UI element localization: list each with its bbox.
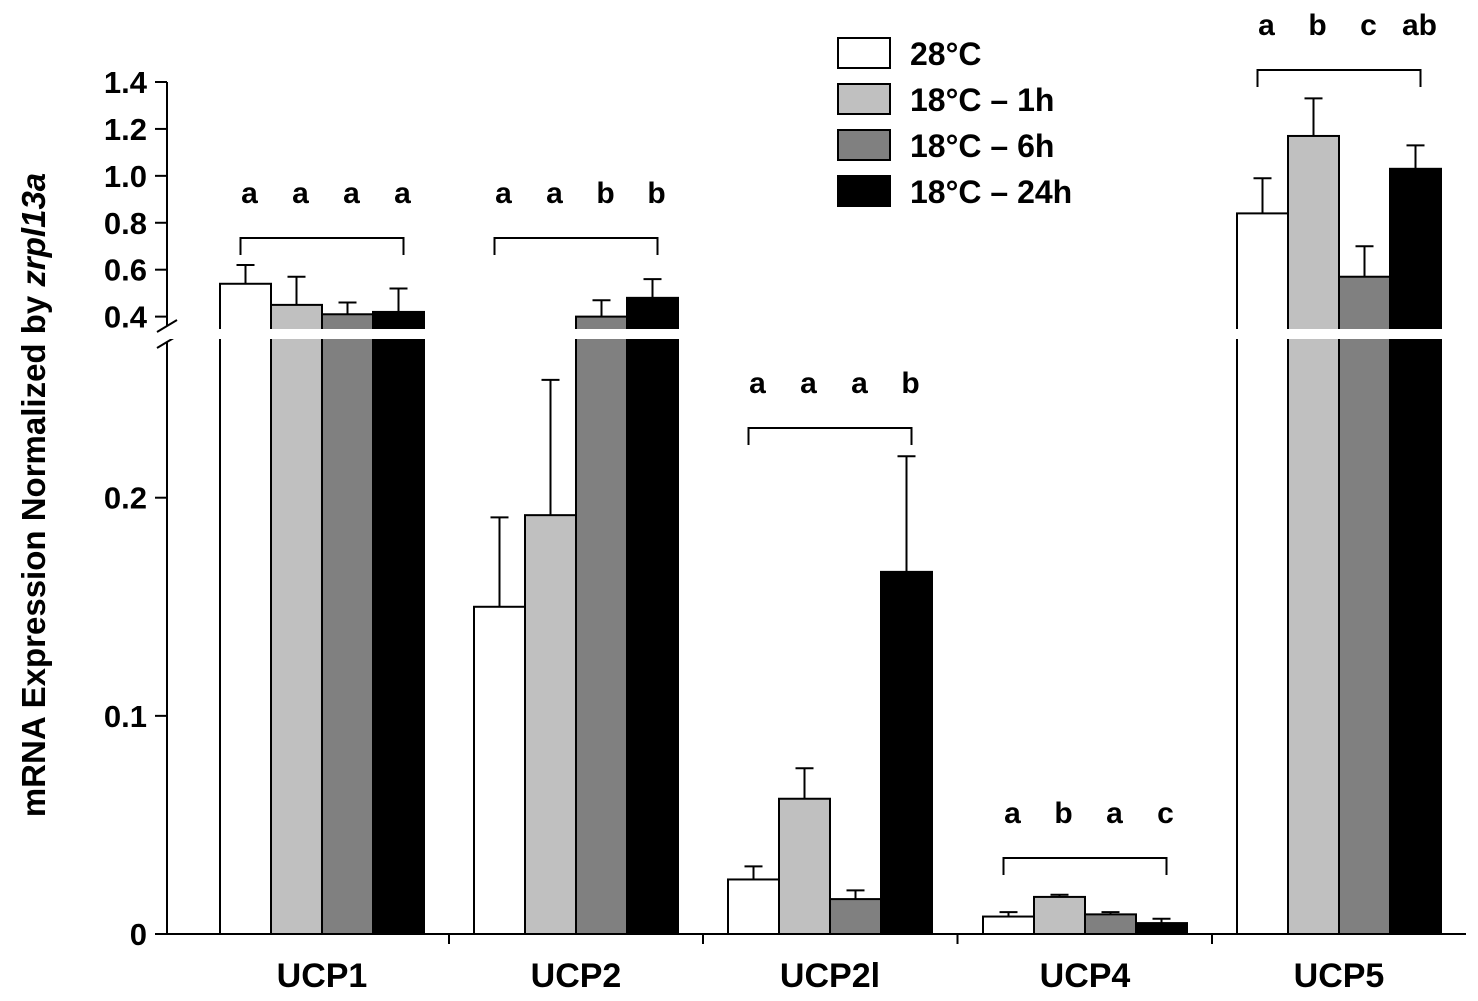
- legend-label: 18°C – 24h: [910, 174, 1072, 210]
- bar-ucp2-2: [575, 315, 628, 936]
- bar-ucp1-3: [372, 310, 425, 935]
- y-tick-label: 1.0: [104, 159, 147, 194]
- significance-bracket: [1002, 857, 1168, 875]
- category-label: UCP2l: [780, 957, 880, 995]
- y-tick-label: 1.4: [104, 65, 148, 100]
- significance-letter: c: [1157, 797, 1174, 830]
- category-label: UCP2: [531, 957, 622, 995]
- bar-ucp5-0: [1236, 212, 1289, 935]
- significance-letter: b: [1308, 9, 1326, 42]
- legend-swatch: [837, 83, 891, 115]
- significance-letter: a: [851, 367, 868, 400]
- significance-letter: a: [1004, 797, 1021, 830]
- bar-ucp2-1: [524, 514, 577, 936]
- y-tick-label: 0.4: [104, 300, 148, 335]
- significance-letter: a: [749, 367, 766, 400]
- legend-swatch: [837, 129, 891, 161]
- y-tick-label: 0: [130, 917, 147, 952]
- bar-ucp1-1: [270, 303, 323, 935]
- bar-ucp4-0: [982, 915, 1035, 936]
- legend-label: 18°C – 6h: [910, 128, 1054, 164]
- bar-ucp2l-0: [727, 878, 780, 935]
- significance-letter: a: [800, 367, 817, 400]
- significance-letter: c: [1360, 9, 1377, 42]
- y-axis-label: mRNA Expression Normalized by zrpl13a: [15, 173, 52, 817]
- bar-ucp2l-1: [778, 797, 831, 936]
- significance-letter: a: [292, 177, 309, 210]
- bar-ucp2l-3: [880, 570, 933, 935]
- significance-letter: ab: [1402, 9, 1437, 42]
- significance-letter: a: [343, 177, 360, 210]
- bar-ucp2-3: [626, 296, 679, 936]
- significance-bracket: [239, 237, 405, 255]
- bar-ucp2-0: [473, 605, 526, 935]
- y-axis-label-main: mRNA Expression Normalized by: [15, 287, 52, 818]
- y-tick-label: 0.8: [104, 206, 147, 241]
- category-label: UCP5: [1294, 957, 1385, 995]
- significance-letter: a: [1106, 797, 1123, 830]
- axis-break-band: [169, 329, 1468, 339]
- bar-ucp4-2: [1084, 913, 1137, 935]
- bar-ucp5-2: [1338, 275, 1391, 935]
- axis-break-mark: [156, 319, 178, 333]
- significance-letter: a: [1258, 9, 1275, 42]
- bar-ucp4-3: [1135, 922, 1188, 935]
- legend-swatch: [837, 175, 891, 207]
- y-tick-label: 0.6: [104, 253, 147, 288]
- legend-swatch: [837, 37, 891, 69]
- significance-letter: a: [495, 177, 512, 210]
- y-tick-label: 1.2: [104, 112, 147, 147]
- legend: 28°C 18°C – 1h 18°C – 6h 18°C – 24h: [837, 36, 1072, 210]
- category-label: UCP4: [1040, 957, 1131, 995]
- significance-bracket: [493, 237, 659, 255]
- significance-letters: a a a a a a b ba a a ba b a ca b c ab: [239, 9, 1437, 875]
- y-axis-label-gene: zrpl13a: [15, 173, 52, 288]
- significance-letter: b: [647, 177, 665, 210]
- bar-ucp1-2: [321, 313, 374, 935]
- significance-letter: b: [596, 177, 614, 210]
- significance-letter: a: [394, 177, 411, 210]
- axes: 0 0.1 0.2 0.4 0.6 0.8 1.0 1.2 1.4 UCP1 UCP2 UCP2l UC…: [104, 65, 1466, 995]
- y-tick-label: 0.1: [104, 699, 147, 734]
- y-tick-label: 0.2: [104, 481, 147, 516]
- bar-ucp2l-2: [829, 898, 882, 936]
- bars: [219, 134, 1442, 936]
- significance-bracket: [747, 427, 913, 445]
- significance-letter: a: [546, 177, 563, 210]
- legend-label: 28°C: [910, 36, 982, 72]
- bar-ucp5-1: [1287, 134, 1340, 935]
- category-label: UCP1: [277, 957, 368, 995]
- significance-letter: b: [901, 367, 919, 400]
- significance-letter: a: [241, 177, 258, 210]
- bar-ucp4-1: [1033, 895, 1086, 935]
- significance-bracket: [1256, 69, 1422, 87]
- bar-ucp5-3: [1389, 167, 1442, 936]
- error-bars: [169, 97, 1468, 924]
- significance-letter: b: [1054, 797, 1072, 830]
- legend-label: 18°C – 1h: [910, 82, 1054, 118]
- bar-ucp1-0: [219, 282, 272, 935]
